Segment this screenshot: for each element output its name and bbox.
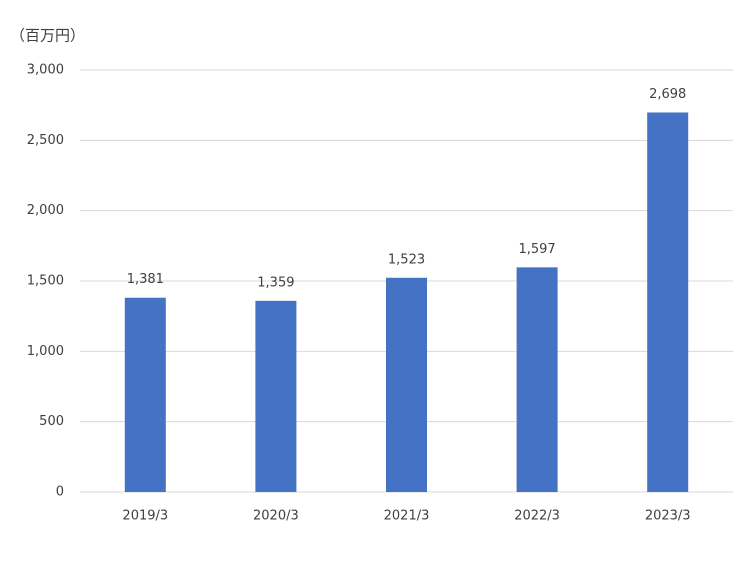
y-tick-label: 1,500 bbox=[27, 274, 64, 289]
y-tick-label: 500 bbox=[39, 414, 64, 429]
y-tick-label: 1,000 bbox=[27, 344, 64, 359]
y-tick-label: 0 bbox=[56, 485, 64, 500]
y-tick-label: 2,500 bbox=[27, 133, 64, 148]
bar bbox=[255, 300, 297, 492]
data-label: 1,381 bbox=[127, 272, 164, 287]
x-tick-label: 2023/3 bbox=[645, 509, 691, 524]
y-axis-label: （百万円） bbox=[10, 27, 85, 45]
x-tick-label: 2019/3 bbox=[122, 509, 168, 524]
data-label: 1,597 bbox=[518, 242, 555, 257]
bar bbox=[124, 297, 166, 492]
bar bbox=[647, 112, 689, 493]
data-label: 1,523 bbox=[388, 252, 425, 267]
data-label: 1,359 bbox=[257, 275, 294, 290]
x-tick-label: 2020/3 bbox=[253, 509, 299, 524]
bar bbox=[516, 267, 558, 492]
y-tick-label: 3,000 bbox=[27, 63, 64, 78]
bar bbox=[386, 277, 427, 492]
x-tick-label: 2021/3 bbox=[384, 509, 430, 524]
data-label: 2,698 bbox=[649, 87, 686, 102]
x-tick-label: 2022/3 bbox=[514, 509, 560, 524]
y-tick-label: 2,000 bbox=[27, 203, 64, 218]
